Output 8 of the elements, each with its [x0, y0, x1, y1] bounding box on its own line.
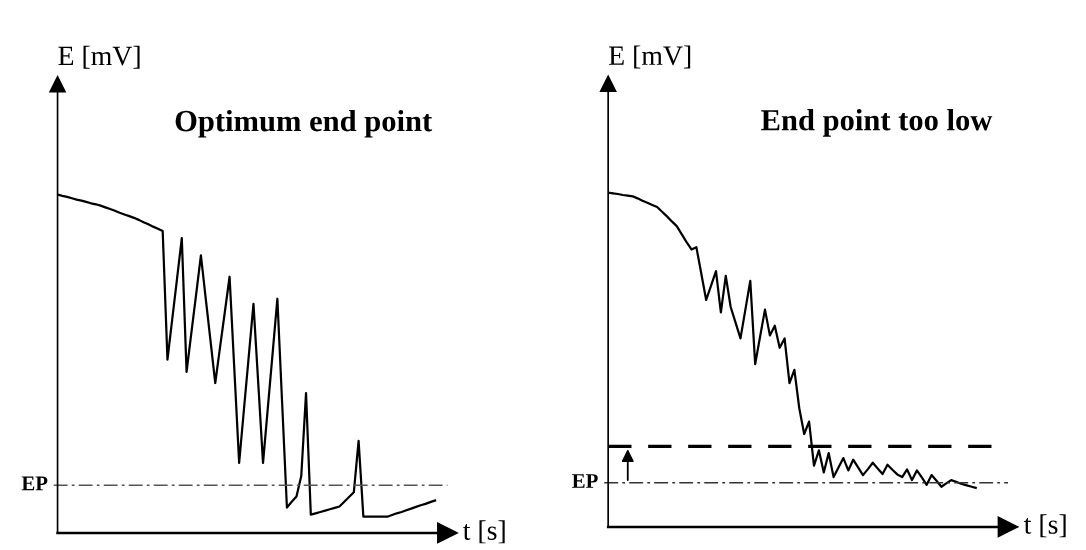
x-axis-title: t [s] — [1024, 514, 1066, 538]
chart-title: Optimum end point — [175, 109, 433, 138]
chart-title: End point too low — [761, 108, 993, 137]
ref-line-label: EP — [572, 474, 598, 488]
x-axis-title: t [s] — [463, 520, 505, 544]
ref-line-label: EP — [21, 476, 48, 491]
y-axis-title: E [mV] — [608, 45, 691, 69]
y-axis-title: E [mV] — [58, 45, 140, 69]
